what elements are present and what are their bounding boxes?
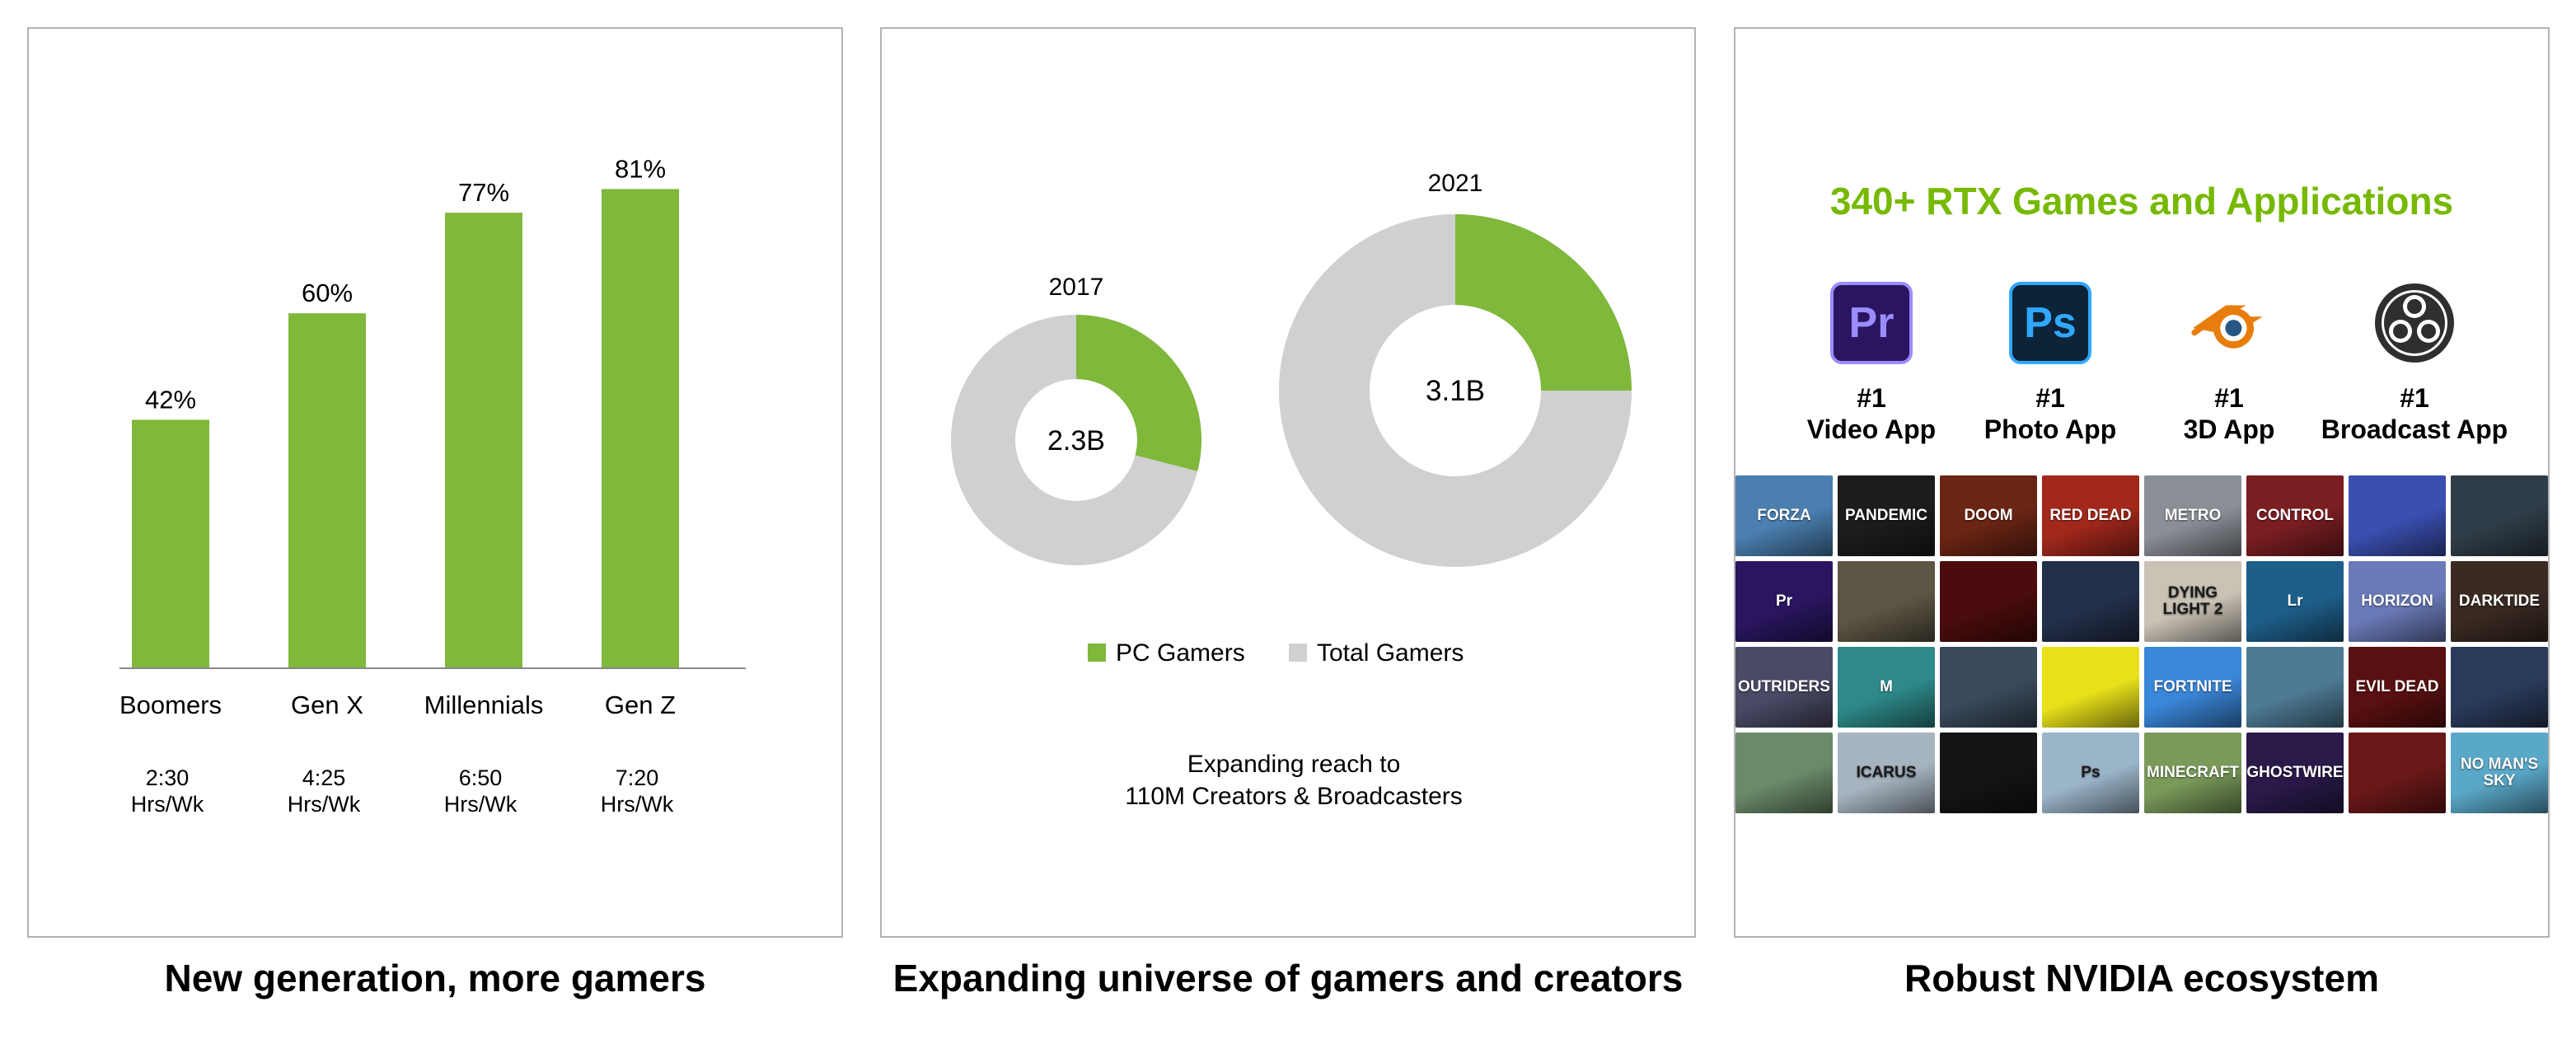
bar [602,189,679,669]
donut-total-label: 2.3B [1047,425,1105,456]
back4blood-tile [2349,733,2446,813]
hours-per-week-unit: Hrs/Wk [288,792,361,817]
category-tick-label: Millennials [424,691,544,719]
reach-note-line2: 110M Creators & Broadcasters [1125,783,1463,810]
hitman-tile [1940,733,2037,813]
category-tick-label: Gen Z [605,691,676,719]
photoshop-icon: Ps [2009,282,2091,364]
app-rank: #1 [2400,383,2429,413]
bar-value-label: 42% [145,385,196,414]
premiere-pro-icon: Pr [1830,282,1913,364]
panel2-caption: Expanding universe of gamers and creator… [892,957,1684,999]
icarus-tile: ICARUS [1838,733,1935,813]
game-tile-grid: FORZA PANDEMIC DOOM RED DEAD METRO CONTROL Pr D… [1735,475,2551,813]
bar-value-label: 81% [615,154,666,183]
gamers-donut-charts: 2017 2.3B 2021 3.1B PC Gamers Total Gamers Exp… [951,170,1632,810]
no-mans-sky-tile: NO MAN'S SKY [2451,733,2548,813]
bar [132,419,209,668]
bar-value-label: 60% [302,279,353,307]
panel3-caption: Robust NVIDIA ecosystem [1904,957,2379,999]
legend-label: Total Gamers [1317,639,1464,667]
cyberpunk-tile [2042,647,2139,728]
app-rank: #1 [1857,383,1886,413]
pandemic-tile: PANDEMIC [1838,475,1935,556]
blender-icon [2188,282,2270,364]
donut-total-label: 3.1B [1426,375,1485,407]
obs-icon [2373,282,2456,364]
ecosystem-title: 340+ RTX Games and Applications [1829,180,2454,222]
minecraft-tile: MINECRAFT [2144,733,2241,813]
hours-per-week-label: 4:25 [302,765,346,790]
app-3d: #1 3D App [2134,255,2324,445]
donut-year-label: 2017 [1049,274,1104,301]
photoshop-tile: Ps [2042,733,2139,813]
premiere-tile: Pr [1735,561,1833,642]
ecosystem-panel: 340+ RTX Games and Applications Pr #1 Vi… [1734,27,2550,938]
bar [445,213,522,668]
legend-label: PC Gamers [1116,639,1245,667]
app-label: Broadcast App [2321,414,2508,444]
app-label: 3D App [2183,414,2275,444]
obs-tile [2042,561,2139,642]
app-video: Pr #1 Video App [1777,255,1966,445]
doom-tile: DOOM [1940,475,2037,556]
hours-per-week-label: 6:50 [459,765,503,790]
red-dead-tile: RED DEAD [2042,475,2139,556]
evil-dead-tile: EVIL DEAD [2349,647,2446,728]
horizon-tile: HORIZON [2349,561,2446,642]
forza-horizon-tile: FORZA [1735,475,1833,556]
lightroom-tile: Lr [2246,561,2344,642]
dying-light-tile: DYING LIGHT 2 [2144,561,2241,642]
app-label: Photo App [1984,414,2117,444]
hours-per-week-unit: Hrs/Wk [444,792,518,817]
unity-tile [2349,475,2446,556]
metro-tile: METRO [2144,475,2241,556]
hours-per-week-unit: Hrs/Wk [601,792,674,817]
bar [288,313,366,668]
dinosaur-tile [1735,733,1833,813]
donut-year-label: 2021 [1428,170,1483,197]
naraka-tile [1940,647,2037,728]
fortnite-tile: FORTNITE [2144,647,2241,728]
sinking-city-tile [2451,475,2548,556]
generation-bar-chart-panel: 42% Boomers 2:30 Hrs/Wk 60% Gen X 4:25 Hrs/Wk 77… [27,27,843,938]
god-of-war-tile [2246,647,2344,728]
gamers-donut-chart-panel: 2017 2.3B 2021 3.1B PC Gamers Total Gamers Exp… [880,27,1696,938]
reach-note-line1: Expanding reach to [1187,751,1401,778]
app-rank: #1 [2214,383,2244,413]
outriders-tile: OUTRIDERS [1735,647,1833,728]
app-broadcast: #1 Broadcast App [2320,255,2509,445]
legend-swatch [1088,644,1106,662]
darktide-tile: DARKTIDE [2451,561,2548,642]
shadow-warrior-tile [1940,561,2037,642]
legend-swatch [1289,644,1307,662]
hours-per-week-unit: Hrs/Wk [131,792,204,817]
bar-value-label: 77% [458,178,509,207]
app-label: Video App [1806,414,1937,444]
hours-per-week-label: 2:30 [146,765,190,790]
app-photo: Ps #1 Photo App [1955,255,2145,445]
maya-tile: M [1838,647,1935,728]
elder-scrolls-tile [1838,561,1935,642]
ghostwire-tile: GHOSTWIRE [2246,733,2344,813]
hours-per-week-label: 7:20 [616,765,659,790]
blender-tile [2451,647,2548,728]
category-tick-label: Gen X [291,691,363,719]
pc-gamers-slice [1455,214,1632,391]
pc-gamers-slice [1076,315,1201,471]
control-tile: CONTROL [2246,475,2344,556]
panel1-caption: New generation, more gamers [164,957,706,999]
app-rank: #1 [2035,383,2065,413]
category-tick-label: Boomers [119,691,222,719]
